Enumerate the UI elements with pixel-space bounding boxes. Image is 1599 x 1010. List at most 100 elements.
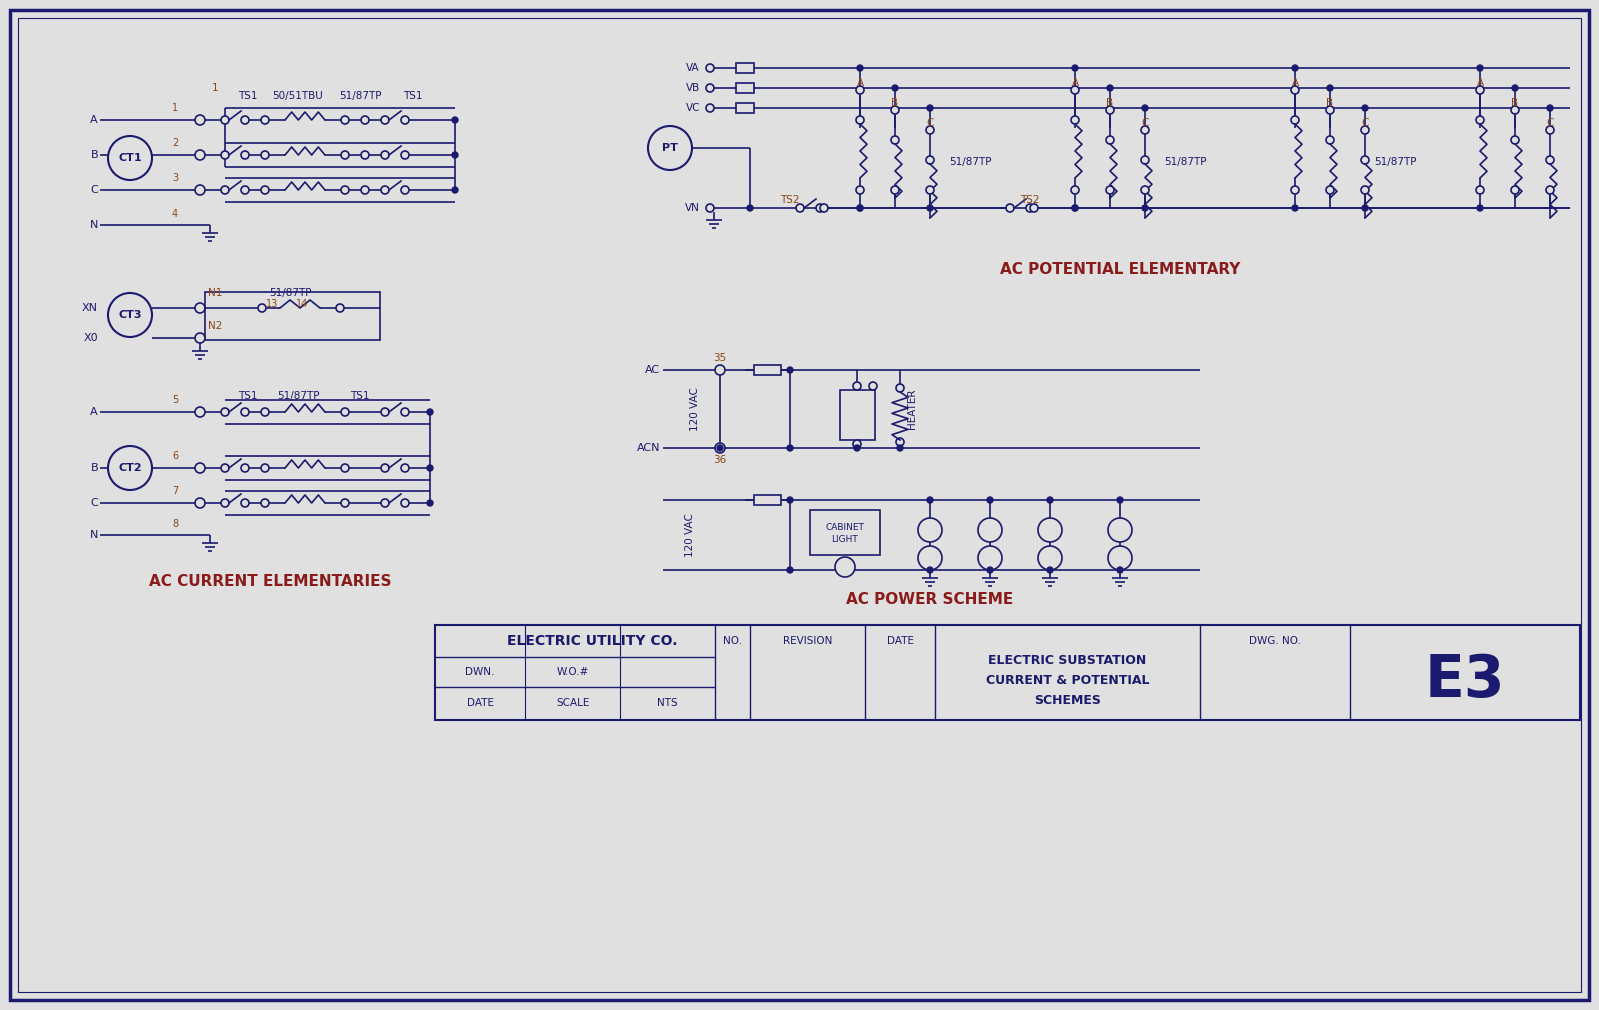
Text: TS1: TS1: [238, 91, 257, 101]
Circle shape: [979, 518, 1003, 542]
Text: CT2: CT2: [118, 463, 142, 473]
Text: TS2: TS2: [780, 195, 800, 205]
Circle shape: [1361, 156, 1369, 164]
Circle shape: [195, 463, 205, 473]
Text: B: B: [1511, 98, 1519, 108]
Circle shape: [1071, 116, 1079, 124]
Circle shape: [453, 152, 457, 158]
Circle shape: [987, 567, 993, 573]
Circle shape: [195, 115, 205, 125]
Circle shape: [195, 333, 205, 343]
Circle shape: [361, 186, 369, 194]
Text: A: A: [857, 78, 863, 88]
Circle shape: [1071, 205, 1078, 211]
Text: N: N: [90, 220, 98, 230]
Text: DATE: DATE: [886, 636, 913, 646]
Circle shape: [648, 126, 692, 170]
Circle shape: [835, 557, 855, 577]
Text: A: A: [1292, 78, 1298, 88]
Circle shape: [381, 408, 389, 416]
Circle shape: [195, 498, 205, 508]
Text: ELECTRIC SUBSTATION: ELECTRIC SUBSTATION: [988, 653, 1146, 667]
Circle shape: [1108, 546, 1132, 570]
Text: REVISION: REVISION: [784, 636, 831, 646]
Text: XN: XN: [82, 303, 98, 313]
Circle shape: [895, 438, 903, 446]
Circle shape: [787, 445, 793, 451]
Circle shape: [1327, 85, 1334, 91]
Text: 3: 3: [173, 173, 177, 183]
Circle shape: [109, 293, 152, 337]
Circle shape: [195, 303, 205, 313]
Text: 14: 14: [296, 299, 309, 309]
Text: AC: AC: [644, 365, 660, 375]
Circle shape: [381, 152, 389, 159]
Circle shape: [820, 204, 828, 212]
Circle shape: [1546, 105, 1553, 111]
Text: C: C: [1546, 118, 1554, 128]
Circle shape: [927, 205, 932, 211]
Circle shape: [381, 186, 389, 194]
Text: 5: 5: [171, 395, 177, 405]
Circle shape: [1361, 186, 1369, 194]
Circle shape: [855, 86, 863, 94]
Circle shape: [241, 186, 249, 194]
Text: 13: 13: [265, 299, 278, 309]
Circle shape: [1362, 105, 1369, 111]
Circle shape: [1108, 518, 1132, 542]
Circle shape: [241, 499, 249, 507]
Circle shape: [1142, 205, 1148, 211]
Text: DATE: DATE: [467, 698, 494, 708]
Circle shape: [195, 185, 205, 195]
Text: NO.: NO.: [723, 636, 742, 646]
Circle shape: [341, 408, 349, 416]
Circle shape: [1292, 65, 1298, 71]
Circle shape: [1326, 136, 1334, 144]
Text: 120 VAC: 120 VAC: [684, 513, 696, 557]
Circle shape: [261, 499, 269, 507]
Text: 7: 7: [171, 486, 177, 496]
Bar: [736, 63, 755, 73]
Text: A: A: [1071, 78, 1079, 88]
Text: 1: 1: [173, 103, 177, 113]
Circle shape: [1047, 567, 1054, 573]
Circle shape: [715, 443, 724, 453]
Circle shape: [1361, 126, 1369, 134]
Circle shape: [927, 497, 932, 503]
Circle shape: [1071, 205, 1078, 211]
Circle shape: [401, 408, 409, 416]
Bar: [811, 510, 879, 556]
Text: 6: 6: [173, 451, 177, 461]
Circle shape: [1290, 116, 1298, 124]
Text: C: C: [926, 118, 934, 128]
Circle shape: [381, 464, 389, 472]
Bar: [755, 365, 780, 375]
Bar: [205, 292, 381, 340]
Circle shape: [401, 186, 409, 194]
Text: A: A: [1476, 78, 1484, 88]
Circle shape: [1546, 156, 1554, 164]
Circle shape: [261, 152, 269, 159]
Circle shape: [1142, 126, 1150, 134]
Text: 36: 36: [713, 454, 726, 465]
Text: 51/87TP: 51/87TP: [269, 288, 312, 298]
Circle shape: [868, 382, 876, 390]
Text: ELECTRIC UTILITY CO.: ELECTRIC UTILITY CO.: [507, 634, 678, 648]
Circle shape: [918, 546, 942, 570]
Text: CT1: CT1: [118, 153, 142, 163]
Text: A: A: [91, 407, 98, 417]
Circle shape: [1142, 186, 1150, 194]
Circle shape: [341, 116, 349, 124]
Circle shape: [453, 117, 457, 123]
Circle shape: [707, 104, 715, 112]
Text: A: A: [91, 115, 98, 125]
Circle shape: [1071, 86, 1079, 94]
Circle shape: [427, 409, 433, 415]
Circle shape: [381, 499, 389, 507]
Circle shape: [979, 546, 1003, 570]
Text: 51/87TP: 51/87TP: [948, 157, 991, 167]
Text: 8: 8: [173, 519, 177, 529]
Text: N2: N2: [208, 321, 222, 331]
Text: X0: X0: [83, 333, 98, 343]
Circle shape: [221, 499, 229, 507]
